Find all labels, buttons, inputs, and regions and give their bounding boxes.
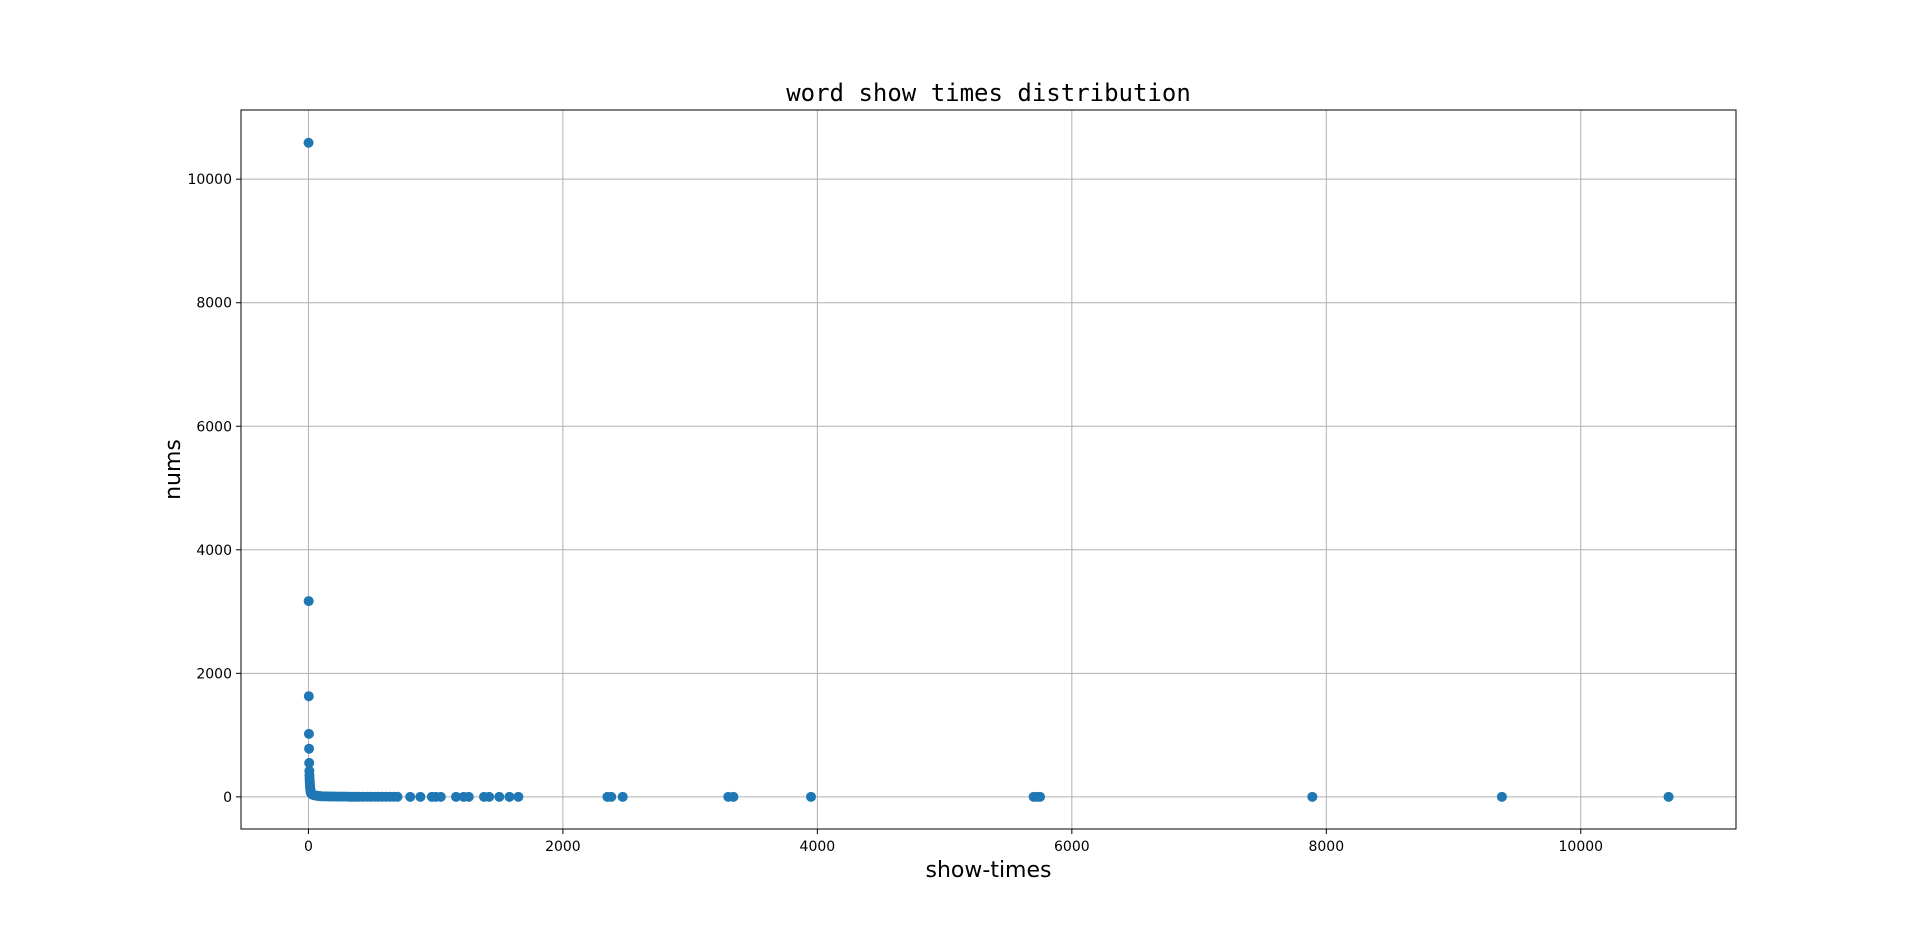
data-point (728, 791, 739, 802)
data-point (303, 728, 314, 739)
data-point (617, 791, 628, 802)
y-tick-label: 4000 (196, 543, 232, 559)
data-point (1035, 791, 1046, 802)
data-point (806, 791, 817, 802)
x-tick-label: 2000 (545, 839, 581, 855)
data-point (1496, 791, 1507, 802)
x-tick-label: 0 (304, 839, 313, 855)
data-point (303, 137, 314, 148)
data-point (606, 791, 617, 802)
data-point (451, 791, 462, 802)
data-point (304, 757, 315, 768)
data-point (484, 791, 495, 802)
data-point (304, 743, 315, 754)
data-points (303, 137, 1674, 802)
plot-area-frame (240, 109, 1737, 830)
x-tick-label: 6000 (1054, 839, 1090, 855)
y-tick-label: 6000 (196, 419, 232, 435)
y-tick-label: 8000 (196, 296, 232, 312)
y-axis-ticks: 0 2000 4000 6000 8000 10000 (187, 172, 241, 806)
x-tick-label: 4000 (800, 839, 836, 855)
data-point (435, 791, 446, 802)
chart-title: word show times distribution (786, 79, 1191, 107)
data-point (405, 791, 416, 802)
x-tick-label: 10000 (1559, 839, 1604, 855)
y-axis-label: nums (161, 439, 186, 500)
y-tick-label: 2000 (196, 666, 232, 682)
x-tick-label: 8000 (1308, 839, 1344, 855)
y-tick-label: 0 (223, 790, 232, 806)
y-tick-label: 10000 (187, 172, 232, 188)
data-point (415, 791, 426, 802)
x-axis-label: show-times (926, 858, 1052, 883)
data-point (494, 791, 505, 802)
data-point (463, 791, 474, 802)
data-point (303, 596, 314, 607)
data-point (504, 791, 515, 802)
data-point (1307, 791, 1318, 802)
x-axis-ticks: 0 2000 4000 6000 8000 10000 (304, 829, 1603, 855)
data-point (303, 691, 314, 702)
data-point (392, 791, 403, 802)
data-point (1663, 791, 1674, 802)
data-point (513, 791, 524, 802)
